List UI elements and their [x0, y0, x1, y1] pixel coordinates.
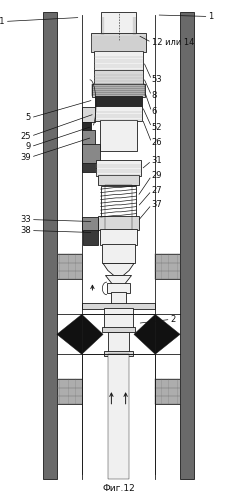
Text: 29: 29	[152, 171, 162, 180]
Bar	[108, 332, 129, 352]
Polygon shape	[105, 275, 132, 287]
Bar	[94, 51, 143, 71]
Bar	[102, 327, 135, 332]
Bar	[94, 70, 143, 85]
Text: 52: 52	[152, 123, 162, 132]
Bar	[111, 292, 126, 304]
Bar	[92, 86, 145, 88]
Bar	[92, 94, 145, 96]
Bar	[83, 230, 98, 245]
Text: 39: 39	[20, 153, 31, 162]
Bar	[155, 379, 180, 404]
Bar	[104, 351, 133, 356]
Bar	[82, 144, 100, 165]
Bar	[95, 106, 142, 121]
Text: 27: 27	[152, 186, 162, 195]
Bar	[57, 379, 82, 404]
Text: 5: 5	[26, 113, 31, 122]
Bar	[101, 186, 136, 217]
Text: 9: 9	[26, 142, 31, 151]
Text: 38: 38	[20, 226, 31, 235]
Text: 12 или 14: 12 или 14	[152, 38, 194, 47]
Bar	[82, 163, 100, 172]
Text: 1: 1	[209, 12, 214, 21]
Bar	[180, 12, 194, 479]
Text: 6: 6	[152, 107, 157, 116]
Bar	[108, 354, 129, 479]
Polygon shape	[134, 314, 180, 354]
Text: 25: 25	[20, 132, 31, 141]
Bar	[92, 88, 145, 90]
Bar	[82, 107, 95, 122]
Bar	[95, 96, 142, 107]
Text: 33: 33	[20, 215, 31, 224]
Bar	[92, 84, 145, 97]
Text: 53: 53	[152, 75, 162, 84]
Text: Фиг.12: Фиг.12	[102, 484, 135, 493]
Text: 21: 21	[0, 17, 5, 26]
Bar	[91, 33, 146, 52]
Text: 8: 8	[152, 91, 157, 100]
Bar	[57, 254, 82, 279]
Bar	[100, 229, 137, 245]
Bar	[104, 308, 133, 329]
Bar	[98, 175, 139, 185]
Text: 26: 26	[152, 138, 162, 147]
Text: 2: 2	[171, 315, 176, 324]
Bar	[82, 122, 91, 131]
Bar	[92, 90, 145, 92]
Polygon shape	[103, 263, 134, 275]
Text: 37: 37	[152, 200, 162, 209]
Bar	[82, 130, 95, 145]
Bar	[100, 120, 137, 151]
Bar	[102, 244, 135, 263]
Bar	[98, 216, 139, 230]
Bar	[101, 12, 136, 35]
Bar	[82, 303, 155, 309]
Bar	[82, 217, 98, 231]
Bar	[155, 254, 180, 279]
Bar	[92, 84, 145, 86]
Bar	[96, 160, 141, 176]
Bar	[43, 12, 57, 479]
Text: 31: 31	[152, 156, 162, 165]
Bar	[92, 92, 145, 94]
Bar	[107, 283, 130, 293]
Bar	[105, 185, 132, 230]
Polygon shape	[57, 314, 103, 354]
